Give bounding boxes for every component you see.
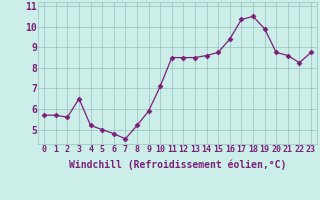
X-axis label: Windchill (Refroidissement éolien,°C): Windchill (Refroidissement éolien,°C) xyxy=(69,160,286,170)
